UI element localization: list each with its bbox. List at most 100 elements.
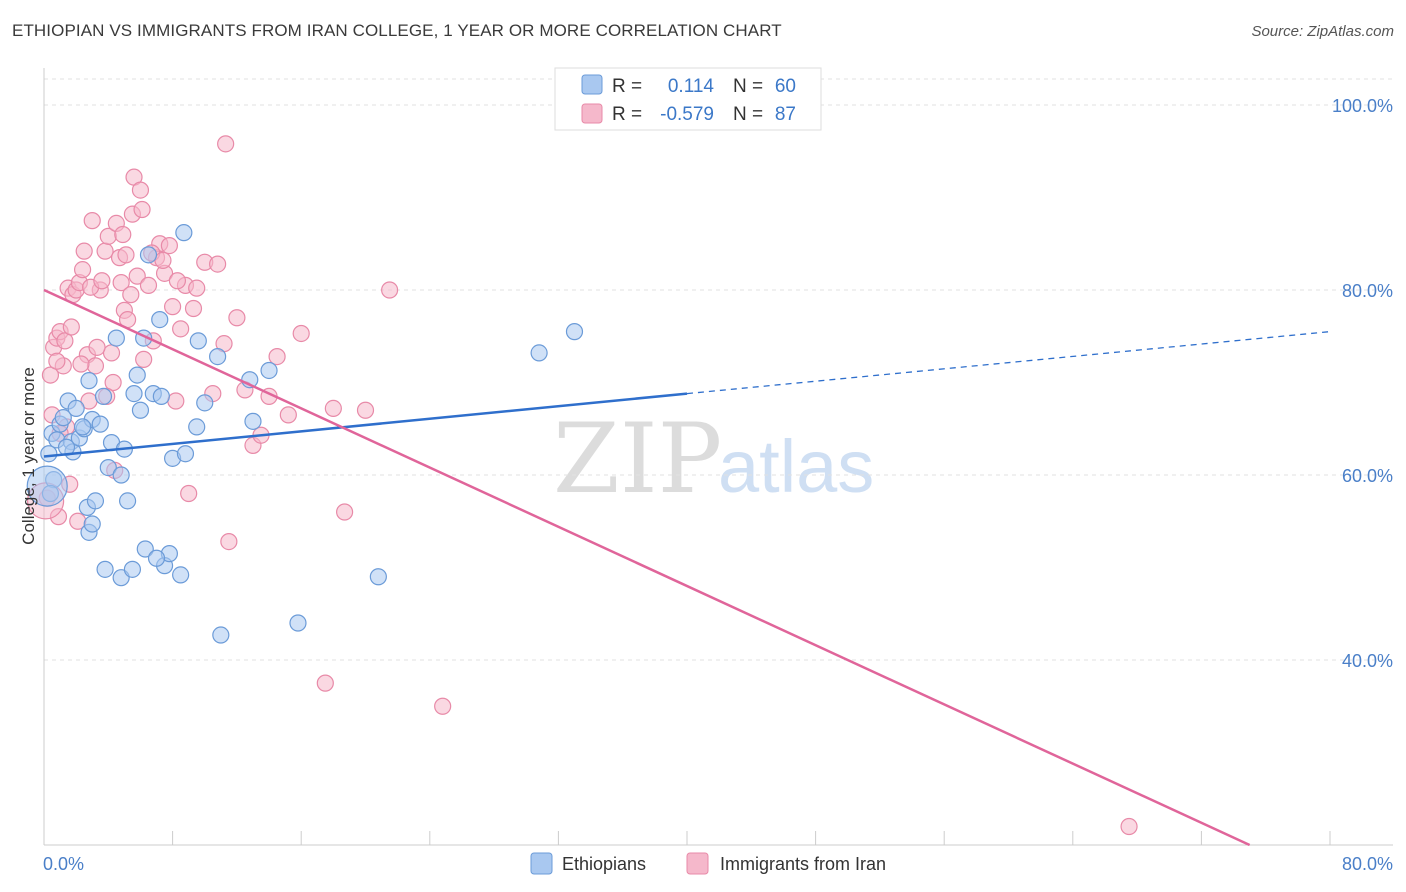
data-point-ethiopians	[54, 409, 72, 427]
data-point-iran	[112, 274, 130, 292]
data-point-ethiopians	[151, 311, 169, 329]
data-point-iran	[220, 532, 238, 551]
chart-title: ETHIOPIAN VS IMMIGRANTS FROM IRAN COLLEG…	[12, 21, 782, 40]
gridlines	[44, 78, 1393, 661]
data-point-iran	[102, 344, 121, 362]
data-point-ethiopians	[91, 415, 109, 433]
stats-blue-swatch	[581, 74, 603, 95]
data-point-ethiopians	[212, 626, 230, 644]
data-point-ethiopians	[289, 614, 307, 632]
data-point-iran	[86, 357, 105, 375]
y-tick-label: 60.0%	[1342, 466, 1393, 486]
legend-iran-label[interactable]: Immigrants from Iran	[720, 854, 886, 874]
stats-pink-swatch	[581, 103, 603, 124]
data-point-iran	[160, 237, 178, 255]
data-point-ethiopians	[128, 366, 146, 384]
data-point-ethiopians	[176, 445, 195, 463]
data-point-iran	[279, 406, 297, 424]
x-tick-label-min: 0.0%	[43, 854, 84, 874]
trend-line-iran	[43, 288, 1251, 847]
legend-iran-swatch[interactable]	[686, 852, 709, 875]
data-point-iran	[114, 225, 132, 244]
y-tick-label: 80.0%	[1342, 281, 1393, 301]
data-point-iran	[133, 200, 151, 219]
data-point-iran	[154, 251, 172, 269]
legend-ethiopians-label[interactable]: Ethiopians	[562, 854, 646, 874]
data-point-iran	[83, 212, 101, 230]
stats-pink-r-value: -0.579	[660, 104, 714, 125]
y-tick-label: 100.0%	[1332, 96, 1393, 116]
data-point-iran	[73, 261, 92, 279]
data-point-iran	[381, 281, 399, 299]
data-point-ethiopians	[175, 224, 193, 242]
stats-blue-n-value: 60	[775, 76, 796, 97]
data-point-ethiopians	[40, 445, 58, 463]
data-point-iran	[167, 392, 185, 410]
data-point-iran	[128, 267, 146, 285]
data-point-iran	[56, 332, 74, 350]
data-point-ethiopians	[107, 329, 125, 347]
data-point-ethiopians	[565, 323, 584, 341]
x-tick-marks	[43, 831, 1331, 845]
data-point-iran	[356, 401, 375, 419]
trend-line-ethiopians	[43, 392, 688, 458]
data-point-iran	[228, 309, 246, 327]
data-point-ethiopians	[189, 332, 207, 350]
data-point-iran	[164, 298, 182, 316]
data-point-iran	[168, 272, 187, 290]
stats-blue-r-label: R =	[612, 76, 642, 97]
y-tick-label: 40.0%	[1342, 651, 1393, 671]
stats-blue-r-value: 0.114	[668, 76, 715, 97]
data-point-iran	[336, 503, 354, 521]
data-point-ethiopians	[152, 387, 170, 405]
data-point-ethiopians	[94, 387, 113, 405]
data-point-iran	[48, 352, 66, 370]
data-point-iran	[268, 348, 286, 366]
data-point-ethiopians	[136, 540, 154, 558]
data-point-ethiopians	[67, 399, 85, 417]
data-point-ethiopians	[112, 466, 130, 484]
data-point-ethiopians	[530, 344, 548, 362]
data-point-ethiopians	[123, 560, 142, 578]
data-point-iran	[88, 338, 106, 356]
data-point-iran	[122, 286, 140, 304]
data-point-iran	[292, 324, 310, 343]
data-point-iran	[104, 373, 122, 392]
stats-pink-n-value: 87	[775, 104, 796, 125]
data-point-iran	[316, 674, 334, 692]
data-point-iran	[172, 320, 190, 338]
data-point-ethiopians	[125, 385, 143, 403]
data-point-iran	[96, 242, 114, 260]
y-tick-labels: 40.0% 60.0% 80.0% 100.0%	[1332, 96, 1393, 671]
data-point-iran	[41, 366, 60, 384]
data-point-iran	[324, 399, 342, 417]
data-point-ethiopians	[73, 418, 92, 436]
data-point-ethiopians	[209, 348, 227, 366]
data-point-iran	[188, 279, 206, 297]
data-point-iran	[72, 355, 90, 373]
data-point-ethiopians	[118, 492, 137, 510]
trend-line-ethiopians-extension	[686, 330, 1331, 395]
data-point-iran	[75, 242, 93, 260]
data-point-iran	[180, 484, 198, 503]
data-point-ethiopians	[139, 246, 158, 264]
data-point-ethiopians	[188, 418, 206, 436]
legend-ethiopians-swatch[interactable]	[530, 852, 553, 875]
data-point-iran	[93, 272, 111, 290]
data-point-iran	[434, 697, 452, 715]
data-point-iran	[209, 255, 227, 273]
watermark-atlas: atlas	[718, 425, 874, 508]
data-point-ethiopians	[96, 560, 114, 578]
data-point-ethiopians	[260, 361, 278, 380]
data-point-ethiopians	[147, 549, 166, 567]
data-point-iran	[139, 276, 158, 294]
data-point-ethiopians	[99, 459, 117, 477]
data-point-iran	[117, 246, 135, 264]
stats-pink-r-label: R =	[612, 104, 642, 125]
data-point-ethiopians	[86, 492, 105, 510]
data-point-iran	[131, 181, 150, 199]
data-point-ethiopians	[196, 394, 214, 412]
legend: Ethiopians Immigrants from Iran	[530, 852, 886, 875]
data-point-ethiopians	[83, 515, 101, 533]
